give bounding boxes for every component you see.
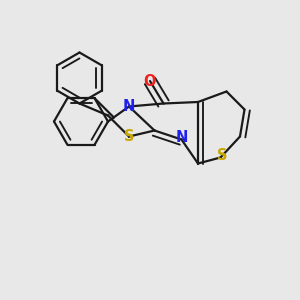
- Text: N: N: [123, 99, 135, 114]
- Text: O: O: [144, 74, 156, 88]
- Text: N: N: [175, 130, 188, 146]
- Text: S: S: [124, 129, 134, 144]
- Text: S: S: [217, 148, 227, 164]
